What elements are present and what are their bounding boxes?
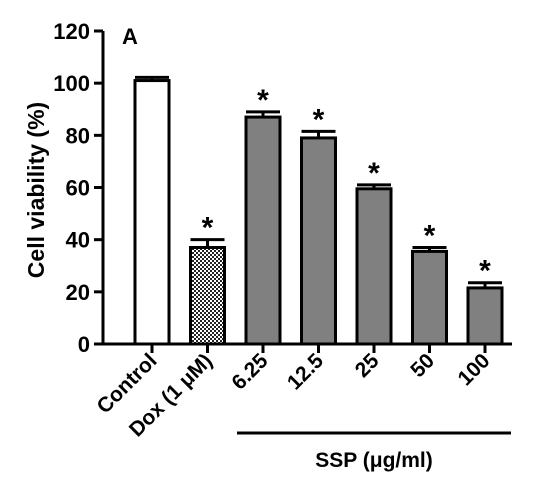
- bar: [300, 136, 337, 346]
- y-tick-label: 100: [53, 71, 90, 96]
- y-tick-label: 80: [66, 123, 90, 148]
- bar: [466, 286, 504, 346]
- significance-star: *: [368, 157, 380, 190]
- bar: [411, 249, 448, 346]
- panel-label: A: [122, 24, 138, 49]
- y-tick-label: 0: [78, 332, 90, 357]
- bar: [355, 187, 393, 346]
- significance-star: *: [202, 212, 214, 245]
- category-label: 6.25: [227, 349, 272, 394]
- category-label: 100: [453, 349, 494, 390]
- category-label: 25: [351, 349, 384, 382]
- y-tick-label: 120: [53, 19, 90, 44]
- bar: [133, 79, 171, 346]
- significance-star: *: [479, 255, 491, 288]
- bar: [244, 115, 282, 346]
- bar: [189, 245, 226, 346]
- bars-group: [133, 79, 504, 346]
- significance-star: *: [424, 219, 436, 252]
- y-axis-label: Cell viability (%): [23, 102, 49, 278]
- category-label: 50: [406, 349, 439, 382]
- category-label: 12.5: [283, 349, 328, 394]
- significance-star: *: [313, 103, 325, 136]
- y-tick-label: 60: [66, 176, 90, 201]
- y-tick-label: 40: [66, 228, 90, 253]
- group-label: SSP (μg/ml): [315, 449, 432, 472]
- error-bars-group: [135, 75, 502, 288]
- y-tick-label: 20: [66, 280, 90, 305]
- significance-markers: * * * * * *: [202, 84, 492, 288]
- significance-star: *: [257, 84, 269, 117]
- y-axis: 0 20 40 60 80 100 120: [53, 19, 105, 357]
